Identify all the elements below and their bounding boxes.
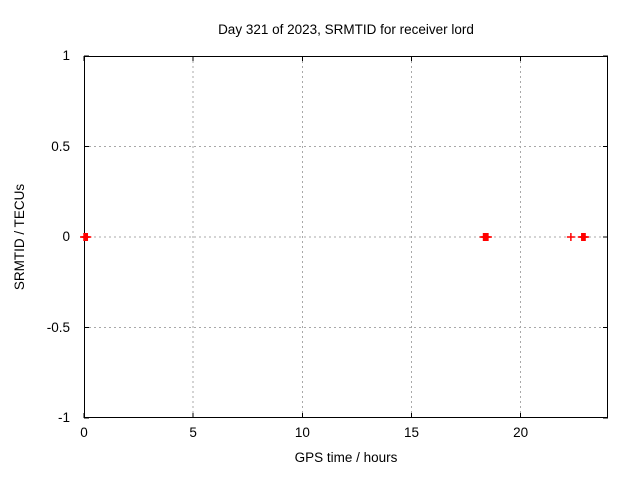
x-tick-label: 5	[189, 425, 197, 440]
y-tick-label: 0	[62, 229, 70, 244]
x-tick-label: 0	[80, 425, 88, 440]
x-axis-label: GPS time / hours	[294, 450, 398, 465]
y-tick-label: 1	[62, 48, 70, 63]
y-tick-label: -1	[57, 410, 70, 425]
x-tick-label: 20	[513, 425, 529, 440]
y-tick-label: -0.5	[46, 319, 70, 335]
x-tick-label: 15	[403, 425, 420, 440]
chart-title: Day 321 of 2023, SRMTID for receiver lor…	[218, 22, 474, 37]
y-tick-label: 0.5	[51, 138, 70, 154]
x-tick-label: 10	[294, 425, 310, 440]
